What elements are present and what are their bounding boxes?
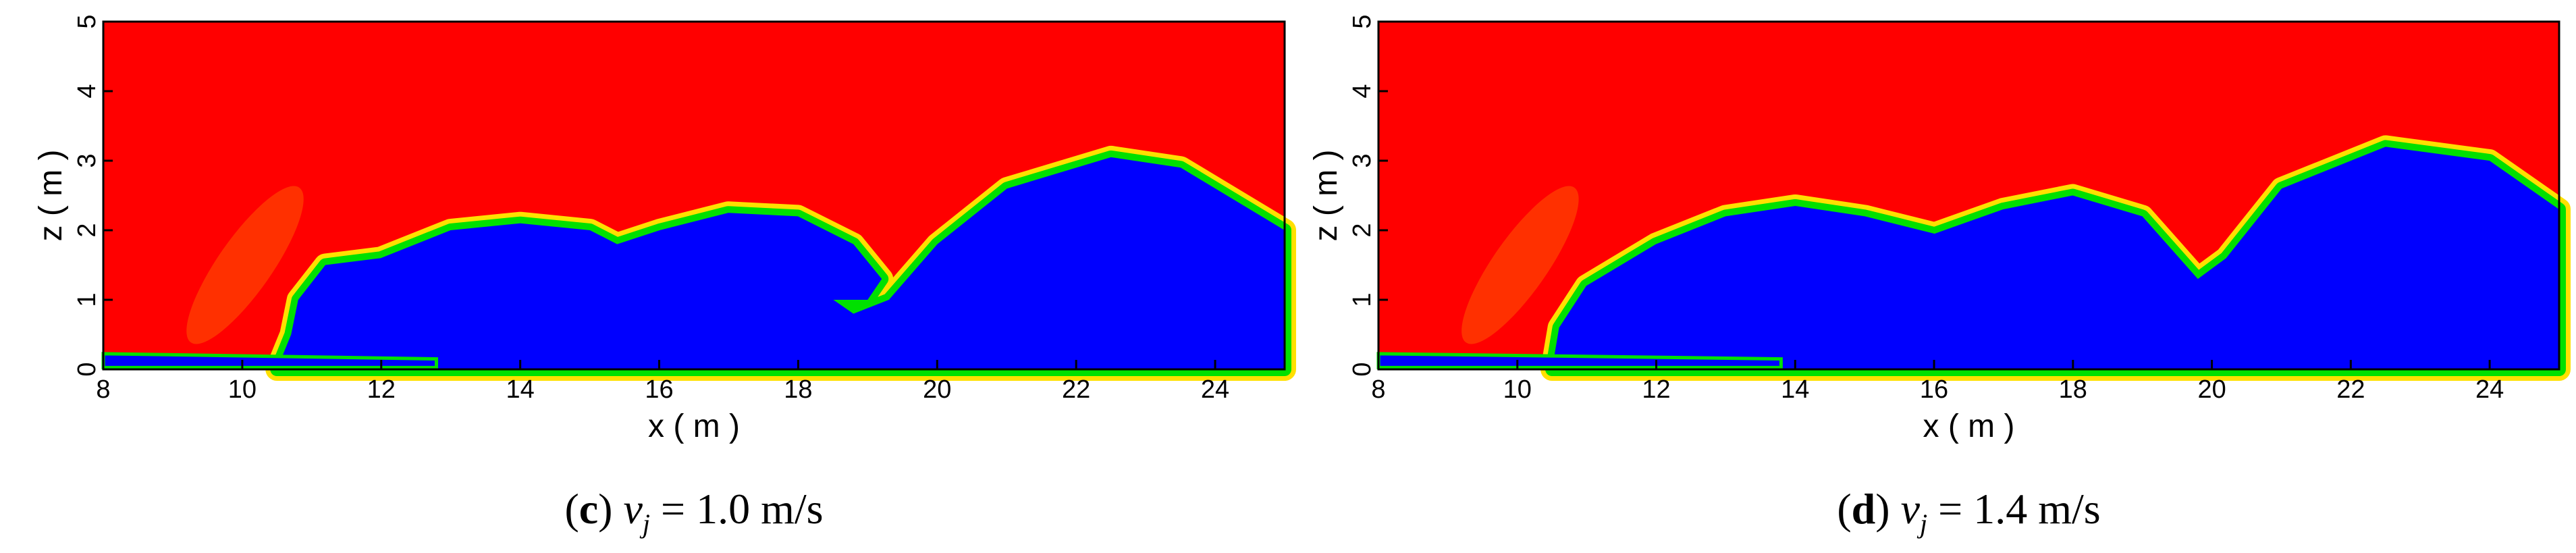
caption-subscript: j: [639, 508, 650, 539]
y-tick-label: 4: [1348, 84, 1376, 98]
y-tick-label: 5: [1348, 14, 1376, 28]
y-tick-label: 2: [73, 223, 101, 237]
blue-region: [1552, 147, 2559, 369]
caption-subscript: j: [1916, 508, 1927, 539]
interface-green: [1545, 140, 2566, 376]
x-tick-label: 10: [1503, 375, 1532, 404]
plume: [186, 186, 304, 344]
plot-frame: [1377, 20, 2560, 371]
y-tick-label: 5: [73, 14, 101, 28]
caption-open: (: [564, 485, 579, 533]
caption-close: ): [1875, 485, 1889, 533]
x-tick-label: 22: [1062, 375, 1090, 404]
y-tick-label: 3: [1348, 153, 1376, 167]
x-tick-label: 12: [1642, 375, 1670, 404]
y-tick-label: 2: [1348, 223, 1376, 237]
x-tick-label: 12: [367, 375, 396, 404]
x-axis-label: x ( m ): [648, 409, 740, 444]
caption: (c) vj = 1.0 m/s: [564, 485, 823, 539]
y-tick-label: 0: [1348, 362, 1376, 376]
x-tick-label: 24: [1201, 375, 1229, 404]
x-tick-label: 24: [2475, 375, 2504, 404]
y-axis-label: z ( m ): [1308, 150, 1344, 242]
caption-rest: = 1.0 m/s: [661, 485, 824, 533]
caption-rest: = 1.4 m/s: [1938, 485, 2101, 533]
y-tick-label: 1: [1348, 292, 1376, 307]
x-tick-label: 16: [645, 375, 673, 404]
caption-letter: c: [579, 485, 598, 533]
y-axis-label: z ( m ): [33, 150, 69, 242]
y-tick-label: 0: [73, 362, 101, 376]
caption: (d) vj = 1.4 m/s: [1837, 485, 2100, 539]
caption-symbol: v: [1901, 485, 1921, 533]
plume: [1461, 186, 1579, 344]
caption-open: (: [1837, 485, 1851, 533]
x-tick-label: 14: [1781, 375, 1809, 404]
x-tick-label: 20: [2197, 375, 2226, 404]
caption-letter: d: [1852, 485, 1876, 533]
x-axis-label: x ( m ): [1923, 409, 2015, 444]
blue-region: [277, 157, 1285, 369]
x-tick-label: 20: [923, 375, 951, 404]
x-tick-label: 10: [228, 375, 257, 404]
plot-frame: [102, 20, 1286, 371]
x-tick-label: 18: [784, 375, 812, 404]
x-tick-label: 14: [506, 375, 535, 404]
caption-close: ): [598, 485, 612, 533]
caption-symbol: v: [623, 485, 643, 533]
x-tick-label: 8: [1371, 375, 1385, 404]
y-tick-label: 4: [73, 84, 101, 98]
y-tick-label: 3: [73, 153, 101, 167]
x-tick-label: 8: [96, 375, 110, 404]
x-tick-label: 18: [2059, 375, 2087, 404]
x-tick-label: 22: [2336, 375, 2365, 404]
x-tick-label: 16: [1920, 375, 1948, 404]
y-tick-label: 1: [73, 292, 101, 307]
